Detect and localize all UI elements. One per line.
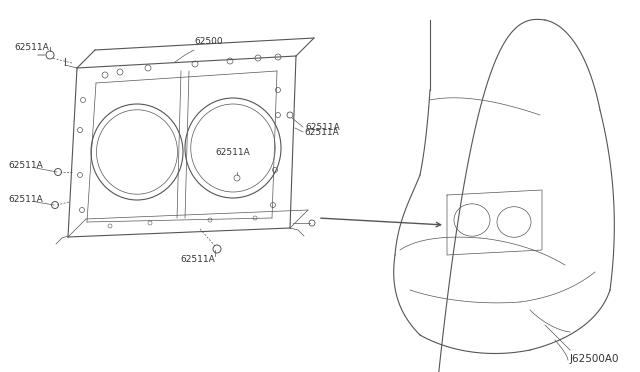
- Text: 62511A: 62511A: [305, 123, 340, 132]
- Text: J62500A0: J62500A0: [570, 354, 620, 364]
- Text: 62511A: 62511A: [14, 43, 49, 52]
- Text: 62511A: 62511A: [215, 148, 250, 157]
- Text: 62511A: 62511A: [8, 161, 43, 170]
- Text: 62500: 62500: [194, 37, 223, 46]
- Text: 62511A: 62511A: [180, 255, 215, 264]
- Text: 62511A: 62511A: [304, 128, 339, 137]
- Text: 62511A: 62511A: [8, 195, 43, 204]
